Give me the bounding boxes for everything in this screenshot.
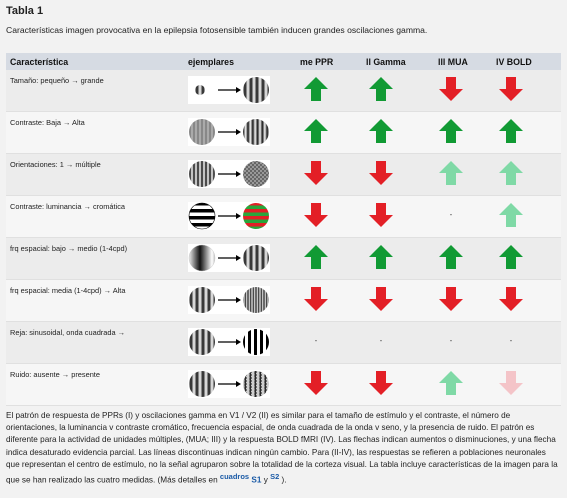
row-label: Contraste: Baja → Alta: [10, 118, 85, 127]
dash-text: -: [379, 336, 383, 345]
red-down-arrow-icon: [303, 202, 329, 228]
table-row: Ruido: ausente → presente: [6, 364, 561, 406]
row-label: Reja: sinusoidal, onda cuadrada →: [10, 328, 126, 337]
stimulus-example-image: [188, 370, 270, 398]
header-gamma: ll Gamma: [366, 57, 406, 67]
green-up-arrow-icon: [498, 118, 524, 144]
footnote-end: ).: [281, 475, 287, 485]
green-up-arrow-icon: [368, 244, 394, 270]
header-caracteristica: Característica: [10, 57, 69, 67]
table-row: Contraste: Baja → Alta: [6, 112, 561, 154]
red-down-arrow-icon: [303, 160, 329, 186]
link-s1[interactable]: S1: [251, 475, 262, 485]
header-mua: lll MUA: [438, 57, 468, 67]
red-down-arrow-icon: [438, 286, 464, 312]
green-up-arrow-icon: [303, 118, 329, 144]
light-green-up-arrow-icon: [438, 370, 464, 396]
header-bold: lV BOLD: [496, 57, 532, 67]
green-up-arrow-icon: [438, 244, 464, 270]
table-row: Reja: sinusoidal, onda cuadrada → - - - -: [6, 322, 561, 364]
green-up-arrow-icon: [498, 244, 524, 270]
red-down-arrow-icon: [368, 160, 394, 186]
green-up-arrow-icon: [368, 118, 394, 144]
footnote-y: y: [263, 475, 268, 485]
no-change-dash: -: [438, 328, 464, 354]
row-label: frq espacial: bajo → medio (1-4cpd): [10, 244, 128, 253]
dash-text: -: [449, 210, 453, 219]
dash-text: -: [449, 336, 453, 345]
red-down-arrow-icon: [368, 286, 394, 312]
row-label: Ruido: ausente → presente: [10, 370, 100, 379]
row-label: Orientaciones: 1 → múltiple: [10, 160, 101, 169]
table-row: frq espacial: media (1-4cpd) → Alta: [6, 280, 561, 322]
light-red-down-arrow-icon: [498, 370, 524, 396]
red-down-arrow-icon: [438, 76, 464, 102]
row-label: frq espacial: media (1-4cpd) → Alta: [10, 286, 126, 295]
green-up-arrow-icon: [368, 76, 394, 102]
table-row: Tamaño: pequeño → grande: [6, 70, 561, 112]
red-down-arrow-icon: [368, 202, 394, 228]
red-down-arrow-icon: [303, 286, 329, 312]
dash-text: -: [509, 336, 513, 345]
table-footnote: El patrón de respuesta de PPRs (I) y osc…: [6, 410, 561, 487]
footnote-text: El patrón de respuesta de PPRs (I) y osc…: [6, 411, 558, 485]
link-cuadros[interactable]: cuadros: [219, 472, 250, 482]
data-table: Característica ejemplares me PPR ll Gamm…: [6, 53, 561, 406]
stimulus-example-image: [188, 76, 270, 104]
header-ejemplares: ejemplares: [188, 57, 234, 67]
red-down-arrow-icon: [303, 370, 329, 396]
table-header: Característica ejemplares me PPR ll Gamm…: [6, 53, 561, 70]
green-up-arrow-icon: [438, 118, 464, 144]
no-change-dash: -: [368, 328, 394, 354]
table-row: frq espacial: bajo → medio (1-4cpd): [6, 238, 561, 280]
row-label: Contraste: luminancia → cromática: [10, 202, 126, 211]
table-row: Orientaciones: 1 → múltiple: [6, 154, 561, 196]
green-up-arrow-icon: [303, 76, 329, 102]
light-green-up-arrow-icon: [498, 202, 524, 228]
header-ppr: me PPR: [300, 57, 334, 67]
red-down-arrow-icon: [498, 286, 524, 312]
light-green-up-arrow-icon: [498, 160, 524, 186]
stimulus-example-image: [188, 118, 270, 146]
link-s2[interactable]: S2: [270, 472, 280, 482]
no-change-dash: -: [438, 202, 464, 228]
stimulus-example-image: [188, 202, 270, 230]
table-row: Contraste: luminancia → cromática -: [6, 196, 561, 238]
red-down-arrow-icon: [368, 370, 394, 396]
no-change-dash: -: [303, 328, 329, 354]
stimulus-example-image: [188, 160, 270, 188]
stimulus-example-image: [188, 244, 270, 272]
dash-text: -: [314, 336, 318, 345]
green-up-arrow-icon: [303, 244, 329, 270]
table-title: Tabla 1: [6, 5, 44, 17]
row-label: Tamaño: pequeño → grande: [10, 76, 104, 85]
no-change-dash: -: [498, 328, 524, 354]
red-down-arrow-icon: [498, 76, 524, 102]
light-green-up-arrow-icon: [438, 160, 464, 186]
table-subtitle: Características imagen provocativa en la…: [6, 25, 428, 35]
stimulus-example-image: [188, 328, 270, 356]
stimulus-example-image: [188, 286, 270, 314]
